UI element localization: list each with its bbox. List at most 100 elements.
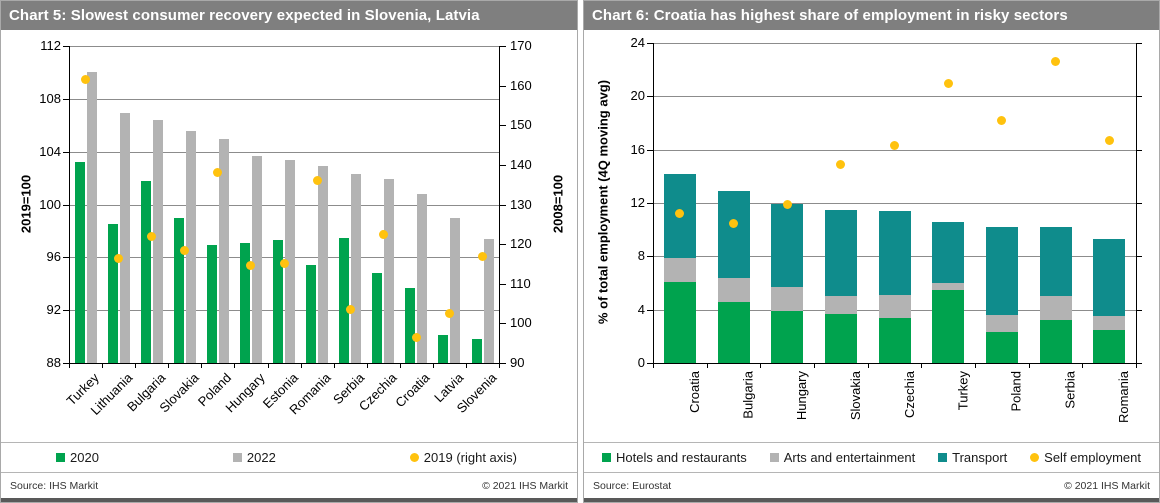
bar-2020-hungary: [239, 242, 250, 363]
gridline: [69, 310, 499, 312]
y-axis-tick: [63, 46, 69, 47]
gridline: [69, 151, 499, 153]
bar-2022-croatia: [417, 193, 428, 363]
legend-item-transport: Transport: [938, 450, 1007, 465]
x-axis-tick: [432, 363, 434, 368]
bar-2020-croatia: [405, 287, 416, 363]
legend-item-2022: 2022: [232, 450, 276, 465]
secondary-y-axis-tick: [1137, 149, 1142, 151]
bottom-accent-bar: [1, 498, 577, 502]
x-axis-tick: [201, 363, 203, 368]
secondary-y-axis-tick-label: 90: [510, 355, 525, 370]
y-axis-tick: [63, 151, 69, 153]
chart5-title: Chart 5: Slowest consumer recovery expec…: [9, 7, 480, 24]
chart5-footer: Source: IHS Markit © 2021 IHS Markit: [1, 473, 577, 498]
bar-2022-estonia: [285, 159, 295, 363]
bar-2020-lithuania: [107, 224, 118, 363]
gridline: [69, 46, 499, 47]
x-axis-tick: [267, 363, 269, 368]
y-axis-tick-label: 108: [39, 90, 61, 106]
gridline: [653, 96, 1136, 98]
bar-2020-slovenia: [471, 339, 482, 363]
y-axis-tick: [63, 363, 69, 364]
bar-2020-slovakia: [173, 217, 184, 363]
x-axis-tick: [168, 363, 170, 368]
secondary-y-axis-tick-label: 160: [510, 77, 532, 93]
secondary-y-axis-tick-label: 150: [510, 117, 532, 133]
bar-2020-turkey: [74, 162, 85, 363]
legend-dot-icon: [1030, 453, 1040, 462]
chart6-legend: Hotels and restaurants Arts and entertain…: [584, 443, 1159, 472]
secondary-y-axis-tick: [1137, 363, 1142, 364]
bar-transport-turkey: [932, 221, 965, 283]
bar-2020-serbia: [339, 237, 350, 363]
bar-transport-hungary: [771, 204, 804, 287]
x-category-label-hungary: Hungary: [794, 371, 810, 421]
x-axis-tick: [814, 363, 815, 368]
legend-item-arts-and-entertainment: Arts and entertainment: [769, 450, 916, 465]
x-axis-tick: [300, 363, 302, 368]
y-axis-tick-label: 92: [46, 302, 61, 318]
bar-hotels-and-restaurants-hungary: [771, 311, 804, 363]
chart5-legend: 2020 2022 2019 (right axis): [1, 443, 577, 472]
point-self-employment-romania: [1104, 135, 1114, 145]
x-axis-tick: [975, 363, 976, 368]
y-axis-tick-label: 112: [40, 38, 61, 53]
bar-arts-and-entertainment-serbia: [1039, 296, 1072, 321]
x-category-label-poland: Poland: [1008, 371, 1024, 412]
secondary-y-axis-tick: [500, 323, 506, 325]
secondary-y-axis-tick: [1137, 96, 1142, 98]
point-2019-right-axis-poland: [213, 168, 223, 178]
bar-2022-slovakia: [185, 130, 196, 363]
secondary-y-axis-tick-label: 120: [510, 236, 532, 252]
point-self-employment-bulgaria: [729, 218, 738, 228]
x-category-label-croatia: Croatia: [686, 371, 702, 413]
x-category-label-czechia: Czechia: [901, 371, 917, 418]
secondary-y-axis-tick-label: 140: [510, 156, 532, 172]
bar-transport-czechia: [878, 211, 911, 295]
legend-label: Arts and entertainment: [783, 450, 916, 465]
bar-transport-poland: [985, 227, 1018, 315]
bar-arts-and-entertainment-romania: [1093, 316, 1126, 330]
gridline: [653, 43, 1136, 44]
bar-arts-and-entertainment-poland: [985, 315, 1018, 333]
x-axis-tick: [867, 363, 869, 368]
gridline: [69, 204, 499, 206]
chart5-title-bar: Chart 5: Slowest consumer recovery expec…: [1, 1, 577, 30]
legend-item-self-employment: Self employment: [1030, 450, 1141, 465]
secondary-y-axis-line: [499, 46, 500, 363]
bar-2022-bulgaria: [152, 120, 163, 363]
point-2019-right-axis-serbia: [345, 305, 355, 314]
secondary-y-axis-tick: [1137, 43, 1142, 44]
bar-hotels-and-restaurants-turkey: [932, 289, 965, 363]
footer-divider: [1, 472, 577, 473]
point-2019-right-axis-lithuania: [114, 253, 124, 263]
y-axis-tick-label: 104: [39, 143, 61, 159]
bar-2022-hungary: [251, 155, 262, 363]
x-category-label-slovakia: Slovakia: [847, 371, 863, 421]
bar-arts-and-entertainment-hungary: [771, 287, 804, 311]
x-axis-tick: [366, 363, 368, 368]
point-2019-right-axis-bulgaria: [147, 231, 157, 241]
y-axis-tick: [647, 43, 653, 44]
legend-label: Self employment: [1044, 450, 1141, 465]
bar-2020-latvia: [438, 335, 449, 363]
y-axis-tick: [647, 363, 653, 364]
bar-2022-turkey: [86, 72, 97, 363]
chart5-source-text: Source: IHS Markit: [10, 479, 99, 492]
secondary-y-axis-tick: [500, 85, 506, 87]
legend-label: Hotels and restaurants: [616, 450, 747, 465]
y-axis-tick-label: 20: [630, 88, 645, 104]
point-self-employment-poland: [997, 115, 1007, 125]
y-axis-tick-label: 88: [46, 355, 61, 370]
gridline: [653, 149, 1136, 151]
secondary-y-axis-tick: [1137, 256, 1142, 258]
point-self-employment-serbia: [1051, 57, 1060, 67]
x-axis-line: [653, 363, 1137, 364]
bar-2022-romania: [318, 166, 329, 363]
bar-transport-serbia: [1039, 227, 1072, 297]
bar-hotels-and-restaurants-poland: [985, 332, 1018, 363]
y-axis-tick: [647, 96, 653, 98]
bar-arts-and-entertainment-turkey: [932, 283, 965, 290]
